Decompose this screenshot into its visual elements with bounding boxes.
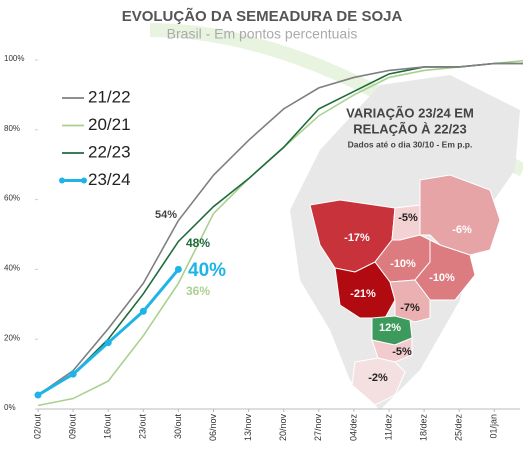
map-region [419, 174, 501, 256]
y-tick-label: 40% [4, 264, 20, 273]
x-tick-label: 18/dez [418, 414, 428, 442]
x-tick-label: 04/dez [348, 414, 358, 442]
chart-subtitle: Brasil - Em pontos percentuais [167, 26, 358, 42]
x-tick-label: 02/out [32, 414, 42, 440]
y-tick-label: 60% [4, 194, 20, 203]
x-tick-label: 06/nov [208, 414, 218, 442]
data-label: 36% [186, 284, 210, 298]
y-tick-label: 20% [4, 333, 20, 342]
point [34, 391, 42, 399]
map-title: VARIAÇÃO 23/24 EM [346, 105, 474, 120]
region-label: -10% [429, 272, 455, 284]
point [104, 339, 112, 347]
x-tick-label: 23/out [138, 414, 148, 440]
x-tick-label: 11/dez [383, 414, 393, 441]
region-label: -5% [398, 212, 418, 224]
map-note: Dados até o dia 30/10 - Em p.p. [348, 139, 473, 149]
region-label: -2% [368, 372, 388, 384]
x-tick-label: 16/out [103, 414, 113, 440]
map-region [414, 239, 476, 301]
x-tick-label: 09/out [67, 414, 77, 440]
line-series [37, 268, 180, 397]
x-tick-label: 25/dez [454, 414, 464, 442]
legend-marker [59, 177, 65, 184]
point [139, 307, 147, 315]
y-tick-label: 0% [4, 403, 16, 412]
data-label: 48% [186, 236, 210, 250]
region-label: -7% [400, 302, 420, 314]
point [174, 265, 182, 273]
region-label: -6% [452, 224, 472, 236]
point [69, 370, 77, 378]
region-label: -21% [350, 288, 376, 300]
legend-label: 22/23 [88, 142, 131, 161]
map-title: RELAÇÃO À 22/23 [353, 121, 466, 136]
region-label: -5% [392, 346, 412, 358]
region-label: -10% [390, 258, 416, 270]
line-series [37, 62, 523, 396]
legend-label: 23/24 [88, 170, 131, 189]
map-region [351, 357, 406, 406]
x-tick-label: 20/nov [278, 414, 288, 442]
legend-label: 20/21 [88, 115, 131, 134]
y-tick-label: 80% [4, 124, 20, 133]
region-label: 12% [379, 322, 401, 334]
y-tick-label: 100% [4, 54, 24, 63]
x-tick-label: 01/jan [489, 414, 499, 439]
legend-marker [81, 177, 87, 184]
legend-label: 21/22 [88, 87, 131, 106]
chart-title: EVOLUÇÃO DA SEMEADURA DE SOJA [122, 7, 403, 25]
data-label: 54% [155, 209, 177, 221]
map-region [389, 279, 431, 323]
x-tick-label: 13/nov [243, 414, 253, 442]
data-label: 40% [188, 260, 226, 281]
x-tick-label: 30/out [173, 414, 183, 440]
region-label: -17% [344, 232, 370, 244]
x-tick-label: 27/nov [313, 414, 323, 442]
